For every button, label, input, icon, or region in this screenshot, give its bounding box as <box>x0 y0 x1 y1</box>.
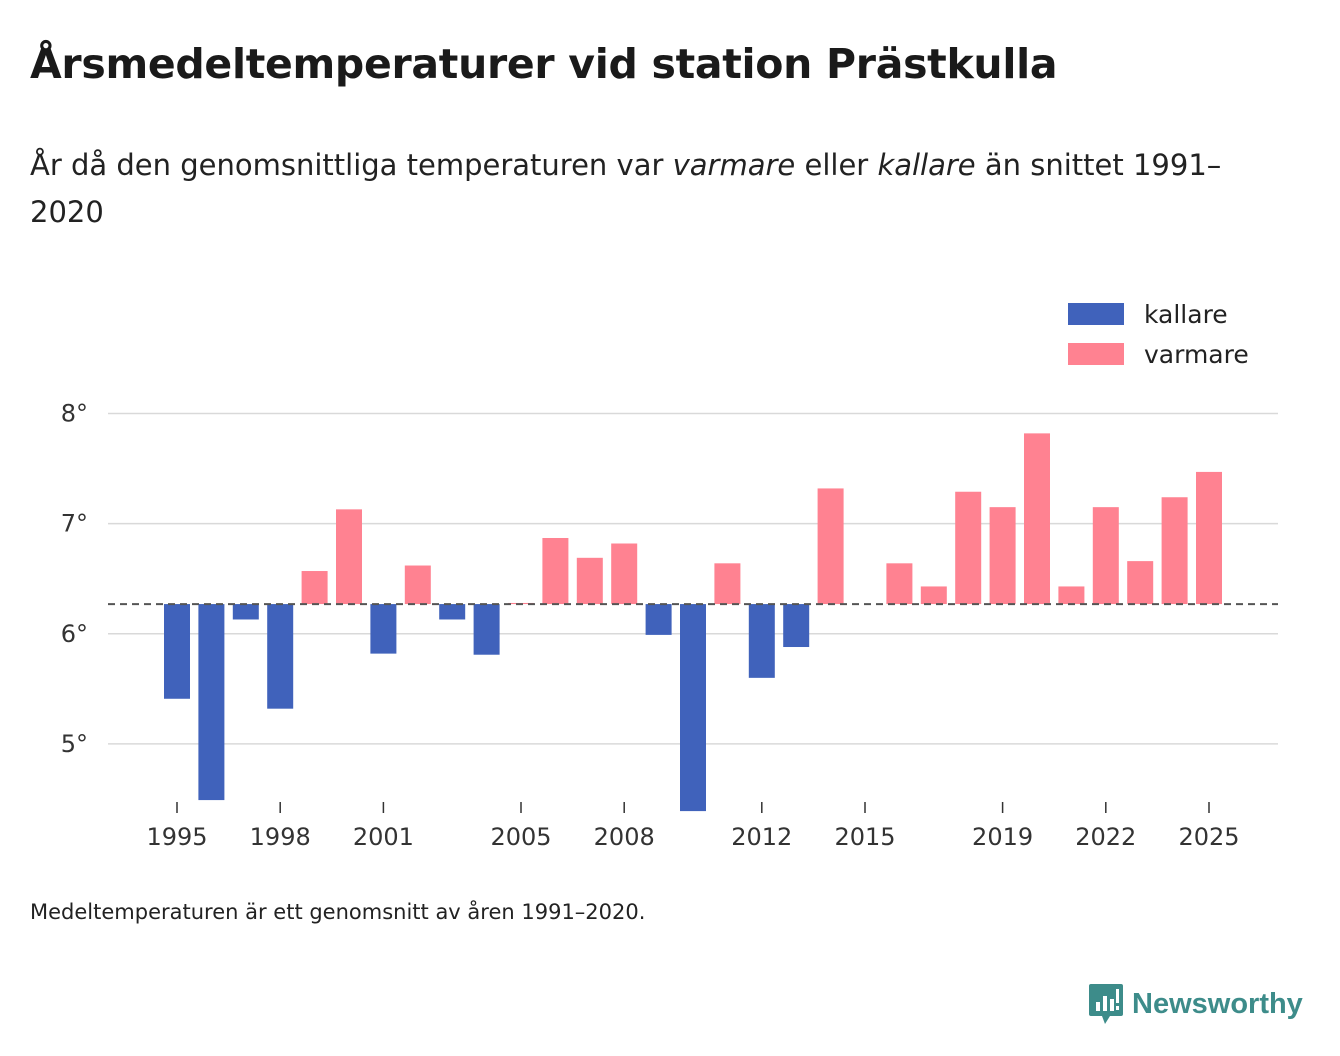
x-tick-label: 2008 <box>594 823 655 851</box>
bar-warm <box>1196 471 1222 605</box>
bar-warm <box>1161 497 1188 605</box>
subtitle-text-1: År då den genomsnittliga temperaturen va… <box>30 148 673 182</box>
legend-swatch-cold <box>1068 303 1124 325</box>
bar-warm <box>1127 561 1154 605</box>
temperature-bar-chart: 5° 6° 7° 8° 1995 1998 2001 2005 2008 2012 2015 2019… <box>61 300 1278 851</box>
legend-swatch-warm <box>1068 343 1124 365</box>
bar-cold <box>370 604 397 654</box>
x-tick-label: 2001 <box>353 823 414 851</box>
bar-cold <box>645 604 672 635</box>
bar-warm <box>336 509 362 605</box>
bar-warm <box>301 571 328 605</box>
x-tick-label: 2022 <box>1075 823 1136 851</box>
bar-warm <box>714 563 741 605</box>
y-tick-label: 6° <box>61 620 88 648</box>
bar-cold <box>164 604 190 699</box>
bar-cold <box>267 604 294 709</box>
x-tick-label: 2012 <box>731 823 792 851</box>
y-tick-label: 5° <box>61 730 88 758</box>
bar-warm <box>817 488 844 605</box>
newsworthy-logo-text: Newsworthy <box>1132 987 1303 1020</box>
bar-warm <box>1058 586 1085 605</box>
subtitle-text-3: än snittet 1991–2020 <box>30 148 1222 229</box>
bar-cold <box>232 604 259 620</box>
bar-warm <box>989 507 1016 605</box>
y-tick-label: 7° <box>61 510 88 538</box>
x-tick-label: 2019 <box>972 823 1033 851</box>
bar-cold <box>198 604 225 801</box>
newsworthy-logo-icon <box>1089 984 1123 1024</box>
y-tick-label: 8° <box>61 400 88 428</box>
bar-cold <box>748 604 775 678</box>
legend-label-warm: varmare <box>1144 340 1249 369</box>
bar-warm <box>886 563 913 605</box>
bar-warm <box>1024 433 1050 605</box>
bar-cold <box>439 604 466 620</box>
x-tick-label: 2015 <box>834 823 895 851</box>
legend-label-cold: kallare <box>1144 300 1228 329</box>
footnote: Medeltemperaturen är ett genomsnitt av å… <box>30 900 646 924</box>
bar-warm <box>611 543 638 605</box>
bar-warm <box>542 537 569 605</box>
subtitle-warmer: varmare <box>672 148 796 182</box>
chart-title: Årsmedeltemperaturer vid station Prästku… <box>30 40 1058 88</box>
newsworthy-logo: Newsworthy <box>1088 982 1303 1026</box>
x-tick-label: 1995 <box>146 823 207 851</box>
bar-cold <box>473 604 500 655</box>
bar-warm <box>955 491 982 605</box>
chart-subtitle: År då den genomsnittliga temperaturen va… <box>30 142 1270 236</box>
x-tick-label: 2005 <box>490 823 551 851</box>
x-tick-label: 2025 <box>1178 823 1239 851</box>
subtitle-text-2: eller <box>795 148 878 182</box>
bar-warm <box>576 557 603 605</box>
x-tick-label: 1998 <box>250 823 311 851</box>
bar-cold <box>783 604 810 648</box>
bar-warm <box>920 586 947 605</box>
bar-warm <box>1092 507 1119 605</box>
subtitle-colder: kallare <box>877 148 976 182</box>
bar-warm <box>404 565 431 605</box>
bar-cold <box>680 604 706 812</box>
